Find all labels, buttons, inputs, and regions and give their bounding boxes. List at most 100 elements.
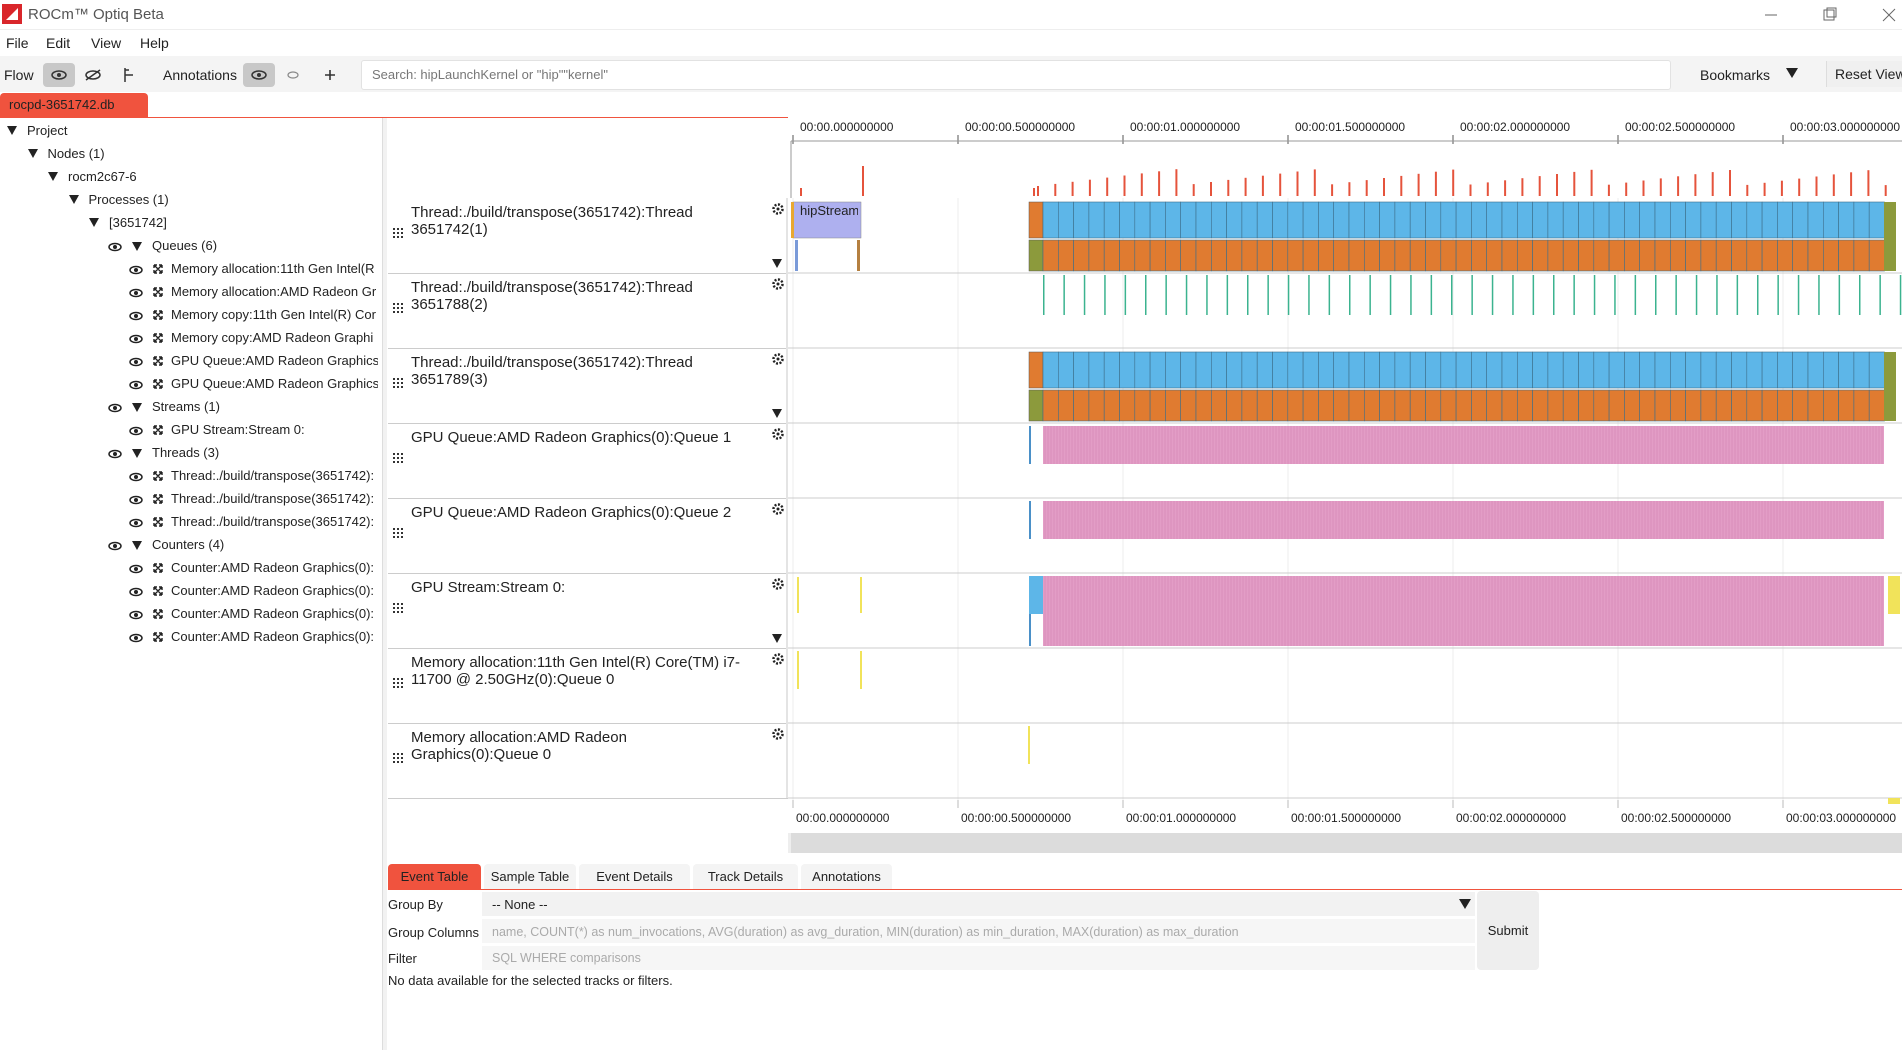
bottom-tab[interactable]: Track Details [693,864,798,889]
bottom-tab[interactable]: Event Table [388,864,481,889]
expand-toggle[interactable] [27,147,39,159]
visibility-toggle[interactable] [129,494,143,506]
visibility-toggle[interactable] [129,356,143,368]
collapse-toggle[interactable] [771,407,783,419]
drag-handle[interactable] [152,424,164,436]
event [1394,239,1411,272]
drag-handle[interactable] [393,228,403,238]
group-by-select[interactable] [482,892,1475,916]
bottom-tab[interactable]: Sample Table [484,864,576,889]
drag-handle[interactable] [152,608,164,620]
event [1807,389,1824,422]
track-settings[interactable] [771,727,785,741]
event [1685,351,1702,389]
track-settings[interactable] [771,577,785,591]
annotation-buttons[interactable] [242,62,342,88]
drag-handle[interactable] [152,332,164,344]
expand-toggle[interactable] [6,124,18,136]
submit-button[interactable]: Submit [1477,891,1539,970]
visibility-toggle[interactable] [129,333,143,345]
event [1119,351,1136,389]
filter-input[interactable] [482,946,1475,970]
visibility-toggle[interactable] [108,241,122,253]
track-settings[interactable] [771,652,785,666]
drag-handle[interactable] [152,585,164,597]
collapse-toggle[interactable] [771,257,783,269]
visibility-toggle[interactable] [129,471,143,483]
expand-toggle[interactable] [131,401,143,413]
drag-handle[interactable] [393,678,403,688]
bottom-tab[interactable]: Event Details [579,864,690,889]
search-box[interactable] [361,60,1671,90]
window-controls[interactable] [1750,4,1900,26]
drag-handle[interactable] [393,753,403,763]
drag-handle[interactable] [152,263,164,275]
file-tab[interactable]: rocpd-3651742.db [0,93,148,117]
drag-handle[interactable] [393,303,403,313]
visibility-toggle[interactable] [129,287,143,299]
visibility-toggle[interactable] [129,563,143,575]
event [1715,351,1732,389]
track-header-divider [786,498,788,573]
group-columns-input[interactable] [482,919,1475,943]
expand-toggle[interactable] [68,193,80,205]
drag-handle[interactable] [393,453,403,463]
visibility-toggle[interactable] [129,379,143,391]
track-settings[interactable] [771,202,785,216]
event [1715,239,1732,272]
panel-splitter[interactable] [383,118,387,1050]
track-settings[interactable] [771,352,785,366]
expand-toggle[interactable] [131,539,143,551]
drag-handle[interactable] [152,286,164,298]
drag-handle[interactable] [393,378,403,388]
drag-handle[interactable] [152,355,164,367]
event [1593,275,1596,315]
expand-toggle[interactable] [47,170,59,182]
menu-item[interactable]: Help [140,35,169,51]
drag-handle[interactable] [152,309,164,321]
visibility-toggle[interactable] [129,264,143,276]
visibility-toggle[interactable] [129,310,143,322]
activity-bar [1884,185,1887,196]
track-settings[interactable] [771,502,785,516]
drag-handle[interactable] [393,528,403,538]
event [1578,389,1595,422]
visibility-toggle[interactable] [108,540,122,552]
expand-toggle[interactable] [131,240,143,252]
activity-bar [1261,175,1264,196]
event [1088,351,1105,389]
collapse-toggle[interactable] [771,632,783,644]
group-by-arrow[interactable] [1457,897,1473,911]
visibility-toggle[interactable] [129,586,143,598]
track-settings[interactable] [771,277,785,291]
event [1226,351,1243,389]
event [1272,389,1289,422]
menu-item[interactable]: File [6,35,29,51]
menu-item[interactable]: View [91,35,122,51]
visibility-toggle[interactable] [129,632,143,644]
expand-toggle[interactable] [88,216,100,228]
expand-toggle[interactable] [131,447,143,459]
track-settings[interactable] [771,427,785,441]
drag-handle[interactable] [152,470,164,482]
drag-handle[interactable] [152,562,164,574]
visibility-toggle[interactable] [129,425,143,437]
drag-handle[interactable] [152,378,164,390]
reset-view-button[interactable]: Reset View [1826,61,1902,87]
flow-buttons[interactable] [42,62,142,88]
bookmarks-dropdown[interactable] [1784,66,1800,80]
app-icon [2,4,22,24]
drag-handle[interactable] [152,631,164,643]
drag-handle[interactable] [393,603,403,613]
visibility-toggle[interactable] [129,609,143,621]
drag-handle[interactable] [152,516,164,528]
bottom-tab[interactable]: Annotations [801,864,892,889]
drag-handle[interactable] [152,493,164,505]
menu-item[interactable]: Edit [46,35,71,51]
visibility-toggle[interactable] [129,517,143,529]
visibility-toggle[interactable] [108,402,122,414]
bookmarks-button[interactable]: Bookmarks [1700,67,1771,83]
visibility-toggle[interactable] [108,448,122,460]
event [1028,351,1044,389]
